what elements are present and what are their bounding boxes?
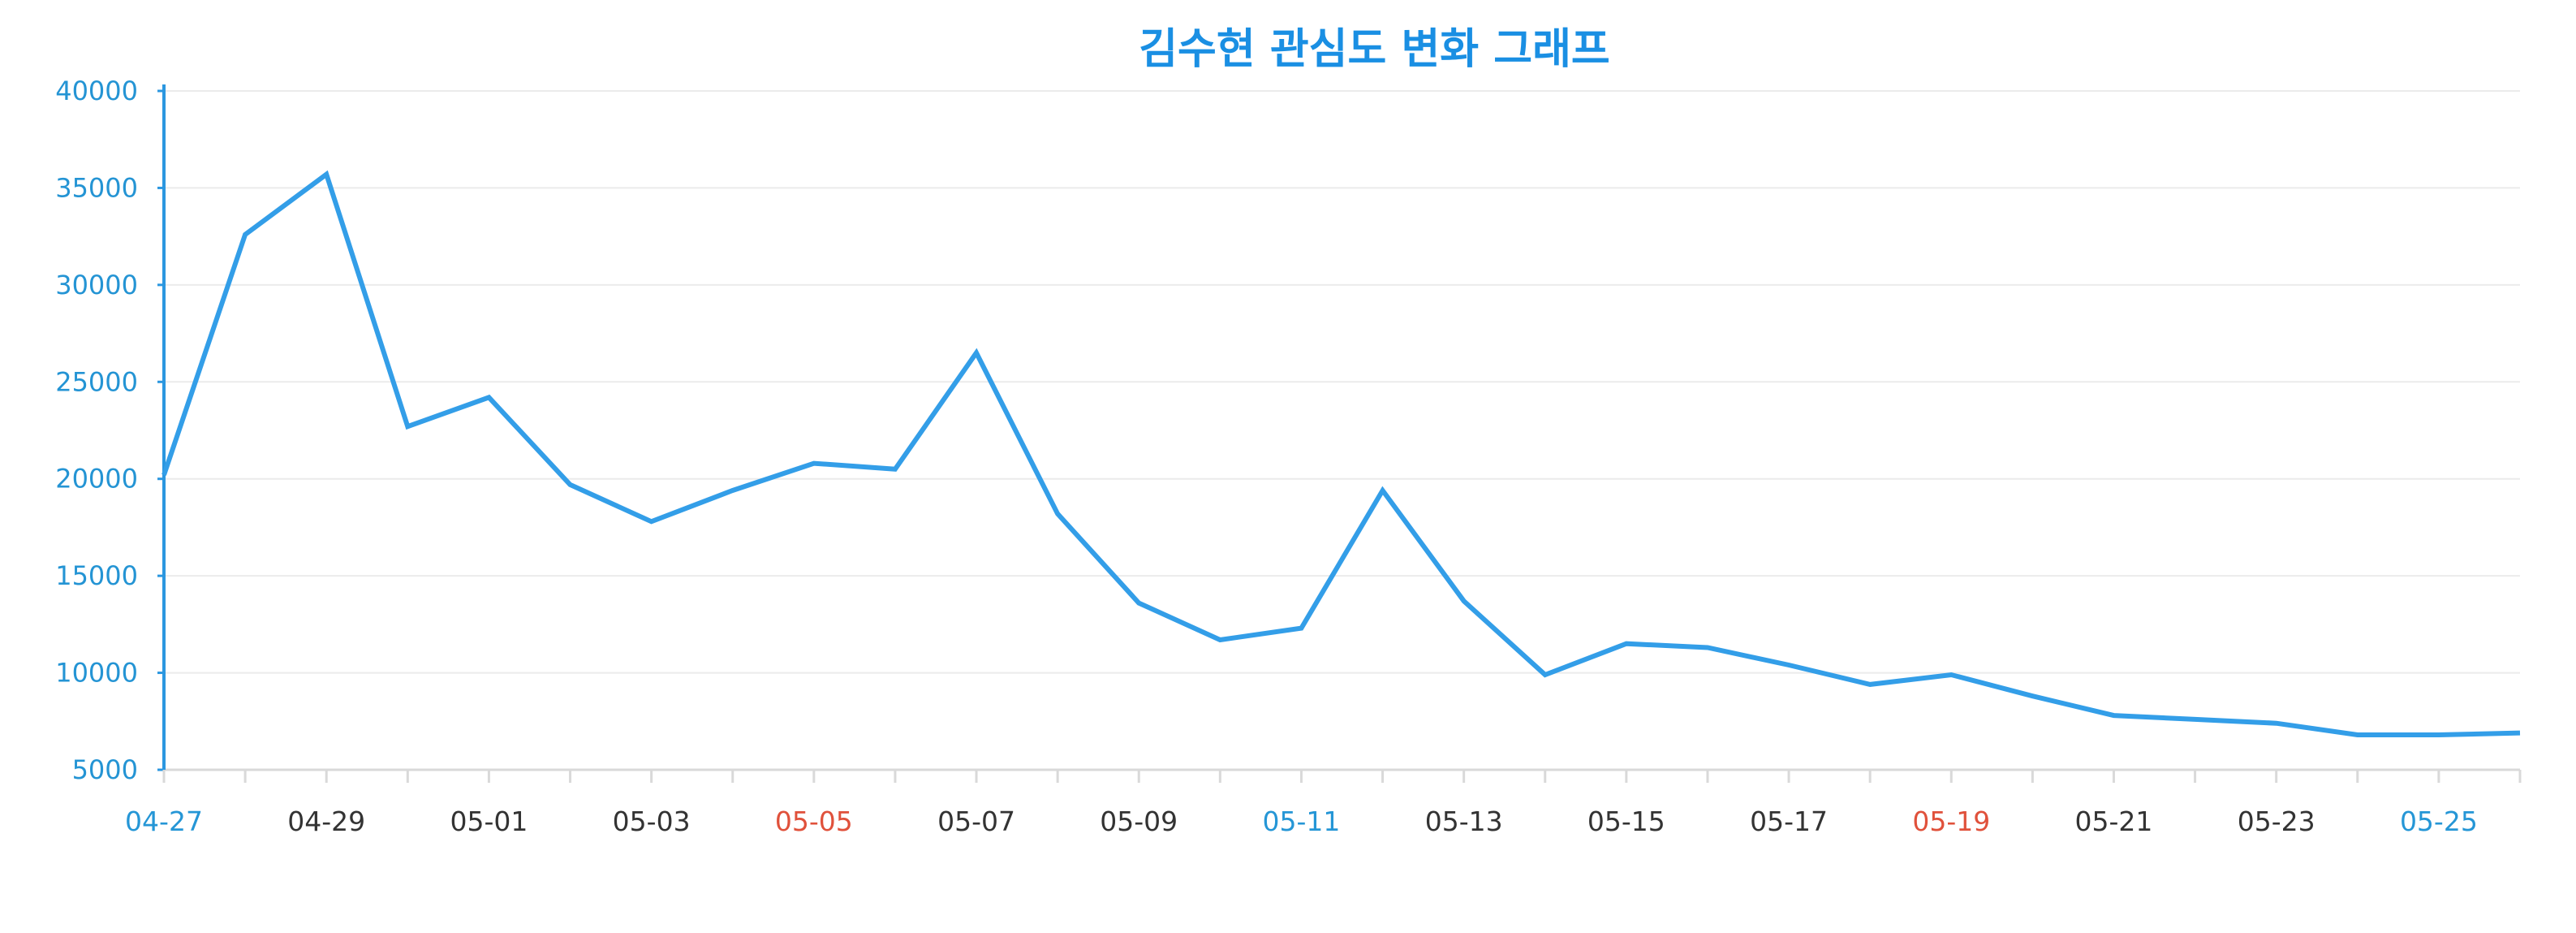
data-point-04-28 [243, 232, 248, 237]
x-tick-label: 05-25 [2400, 806, 2478, 837]
data-point-05-23 [2274, 721, 2279, 726]
x-tick-label: 05-17 [1750, 806, 1828, 837]
x-tick-label: 05-13 [1425, 806, 1503, 837]
data-point-05-14 [1543, 672, 1548, 677]
x-tick-label: 04-27 [125, 806, 203, 837]
y-tick-label: 25000 [55, 366, 138, 397]
data-point-05-15 [1624, 641, 1629, 646]
data-point-05-21 [2111, 713, 2116, 718]
data-point-05-25 [2436, 732, 2441, 737]
x-tick-label: 05-21 [2075, 806, 2153, 837]
y-tick-label: 10000 [55, 658, 138, 689]
data-point-05-03 [649, 519, 654, 524]
x-tick-label: 05-03 [613, 806, 691, 837]
chart-title: 김수현 관심도 변화 그래프 [1139, 25, 1610, 74]
data-point-05-20 [2030, 693, 2035, 698]
x-tick-label: 04-29 [287, 806, 365, 837]
x-tick-label: 05-15 [1587, 806, 1665, 837]
data-point-05-13 [1462, 598, 1467, 603]
data-point-05-24 [2355, 732, 2360, 737]
data-point-05-12 [1381, 488, 1385, 493]
data-point-05-22 [2193, 717, 2198, 722]
x-tick-label: 05-09 [1100, 806, 1178, 837]
data-point-05-26 [2518, 731, 2522, 736]
data-point-05-17 [1786, 663, 1791, 667]
series-line-0 [162, 170, 2521, 737]
data-point-05-07 [974, 350, 979, 355]
x-tick-label: 05-01 [450, 806, 528, 837]
x-tick-label: 05-11 [1263, 806, 1341, 837]
data-point-05-08 [1055, 512, 1060, 516]
data-point-04-27 [162, 473, 166, 477]
y-tick-label: 20000 [55, 464, 138, 495]
y-tick-label: 30000 [55, 270, 138, 300]
data-point-05-02 [568, 482, 573, 487]
x-tick-label: 05-23 [2238, 806, 2315, 837]
data-point-05-16 [1705, 646, 1710, 650]
y-tick-label: 15000 [55, 560, 138, 591]
y-tick-label: 5000 [72, 754, 138, 785]
y-tick-label: 40000 [55, 76, 138, 106]
data-point-05-05 [812, 461, 816, 466]
data-point-05-04 [730, 488, 735, 493]
x-tick-label: 05-07 [937, 806, 1015, 837]
y-tick-label: 35000 [55, 172, 138, 203]
data-point-05-10 [1217, 637, 1222, 642]
data-point-04-29 [324, 172, 329, 177]
data-point-05-19 [1949, 672, 1954, 677]
x-tick-label: 05-19 [1912, 806, 1990, 837]
data-point-05-18 [1867, 682, 1872, 687]
x-tick-label: 05-05 [775, 806, 853, 837]
data-point-05-01 [486, 395, 491, 400]
data-point-05-11 [1299, 626, 1303, 631]
data-point-05-09 [1136, 601, 1141, 606]
data-point-05-06 [893, 467, 898, 472]
data-point-04-30 [405, 424, 410, 429]
